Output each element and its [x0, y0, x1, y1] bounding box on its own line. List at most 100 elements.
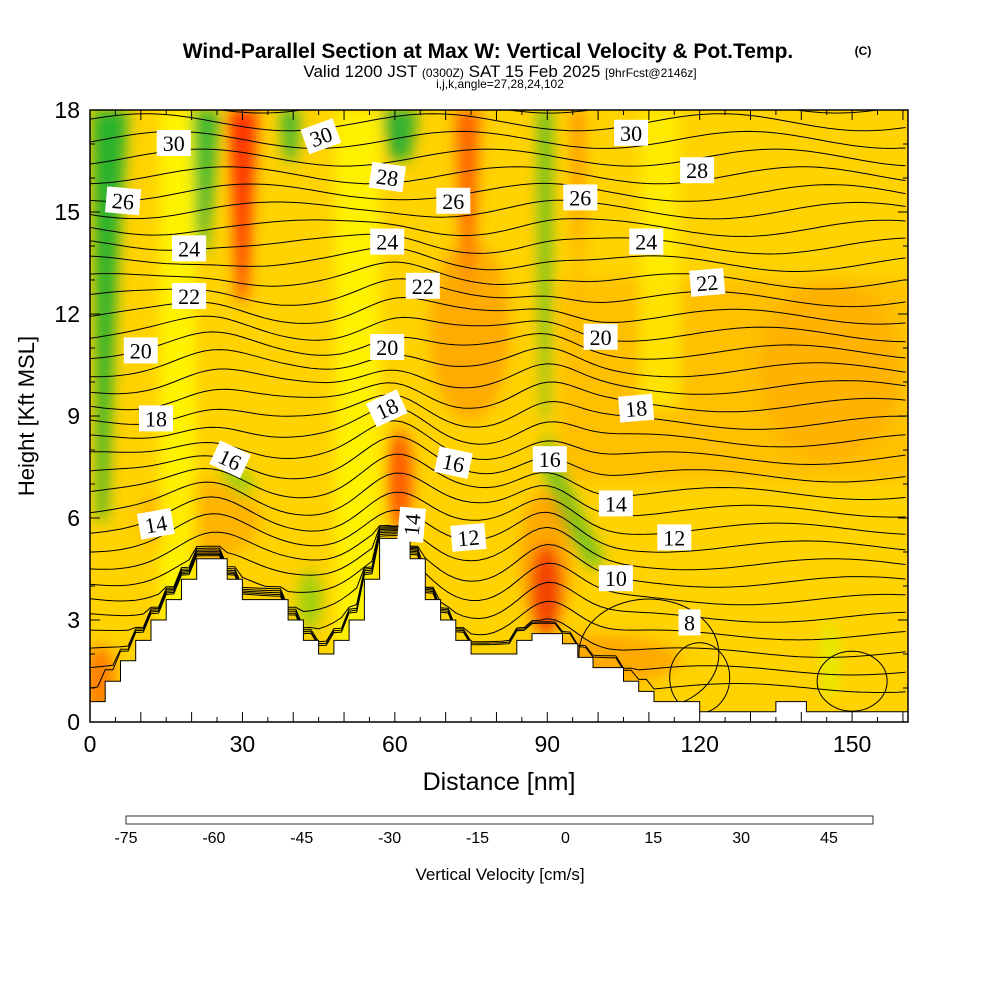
contour-label-box — [563, 184, 598, 211]
green-patch-right — [822, 620, 838, 700]
contour-label: 28 — [680, 157, 715, 184]
contour-label-box — [618, 393, 655, 423]
theta-contour-line — [90, 261, 906, 290]
subtitle: Valid 1200 JST (0300Z) SAT 15 Feb 2025 [… — [303, 62, 696, 81]
subtitle-date: SAT 15 Feb 2025 — [469, 62, 601, 81]
contour-label: 14 — [598, 490, 633, 517]
contour-label-text: 30 — [163, 131, 185, 156]
theta-contour-line — [90, 182, 906, 202]
contour-label-text: 22 — [412, 274, 434, 299]
orange-patch-right — [760, 280, 900, 460]
contour-label-box — [156, 130, 191, 156]
contour-label: 28 — [368, 161, 406, 193]
y-tick-label: 0 — [67, 709, 80, 735]
contour-label-box — [368, 161, 406, 193]
contour-label: 30 — [156, 130, 191, 156]
theta-contour-line — [90, 296, 906, 325]
contour-label-text: 26 — [442, 189, 464, 214]
contour-label-box — [450, 522, 487, 552]
y-tick-label: 9 — [67, 403, 80, 429]
colorbar-tick-label: 30 — [732, 830, 750, 847]
contour-label-text: 24 — [635, 230, 657, 255]
title-mark: (C) — [855, 44, 872, 58]
contour-label-box — [598, 490, 633, 517]
theta-contour-line — [90, 246, 906, 272]
contour-label-box — [436, 187, 471, 214]
contour-label-box — [172, 283, 207, 309]
contour-label-text: 8 — [684, 610, 695, 635]
colorbar-tick-label: -30 — [378, 830, 401, 847]
contour-label-box — [532, 446, 567, 473]
contour-label-box — [405, 272, 440, 299]
subtitle-zulu: (0300Z) — [422, 66, 464, 80]
contour-label-text: 18 — [145, 406, 167, 431]
contour-label-text: 26 — [569, 185, 591, 210]
theta-contour-line — [90, 526, 906, 588]
contour-label-text: 26 — [111, 188, 135, 215]
colorbar-tick-label: -75 — [114, 830, 137, 847]
green-patch-low — [298, 570, 322, 630]
contour-label-text: 22 — [695, 269, 719, 296]
contour-label: 12 — [450, 522, 487, 552]
orange-patch-center — [430, 240, 510, 420]
x-tick-label: 120 — [681, 731, 719, 757]
colorbar-frame — [125, 815, 874, 825]
contour-label: 30 — [300, 118, 342, 155]
contour-label: 20 — [123, 337, 158, 364]
colorbar-tick-label: 0 — [561, 830, 570, 847]
green-column-30nm — [192, 110, 220, 260]
x-tick-label: 30 — [230, 731, 256, 757]
contour-label: 24 — [172, 235, 207, 262]
theta-contour-line — [90, 394, 906, 430]
contour-label-text: 30 — [620, 121, 642, 146]
contour-label-text: 12 — [456, 524, 480, 551]
contour-label: 26 — [436, 187, 471, 214]
theta-contour-line — [90, 381, 906, 413]
contour-label-box — [370, 334, 405, 360]
green-column-62nm — [382, 110, 418, 160]
colorbar-tick-label: -45 — [290, 830, 313, 847]
y-axis: 0 3 6 9 12 15 18 — [54, 97, 908, 735]
contour-label: 12 — [657, 524, 692, 551]
theta-contour-line — [90, 113, 906, 132]
contour-label: 8 — [678, 609, 701, 636]
contour-label: 26 — [105, 186, 142, 216]
theta-contour-line — [90, 233, 906, 255]
y-tick-label: 18 — [54, 97, 80, 123]
contour-label-box — [614, 119, 649, 146]
theta-contour-line — [90, 278, 906, 308]
shading-layer — [90, 110, 908, 715]
contour-label-text: 14 — [399, 513, 426, 537]
contour-label-text: 18 — [624, 395, 648, 422]
theta-contour-line — [90, 166, 906, 185]
contour-label-box — [678, 609, 701, 636]
theta-contour-line — [90, 363, 906, 395]
y-tick-label: 3 — [67, 607, 80, 633]
contour-label-text: 28 — [686, 158, 708, 183]
y-axis-label: Height [Kft MSL] — [14, 336, 39, 496]
contour-label-box — [629, 228, 664, 255]
contour-label-box — [680, 157, 715, 184]
contour-label-box — [209, 440, 252, 479]
theta-contour-line — [90, 406, 906, 448]
contour-label-box — [397, 506, 427, 543]
contour-label: 18 — [139, 405, 173, 432]
y-tick-label: 6 — [67, 505, 80, 531]
contour-label-text: 16 — [440, 449, 467, 478]
theta-contour-line — [90, 315, 906, 343]
contour-label-text: 24 — [178, 236, 200, 261]
contour-label: 20 — [370, 334, 405, 360]
colorbar-tick-label: -15 — [466, 830, 489, 847]
contour-label-box — [434, 446, 473, 479]
orange-core-90nm — [520, 490, 572, 630]
contour-label-box — [598, 565, 633, 592]
x-tick-label: 0 — [84, 731, 97, 757]
red-column-30nm — [228, 110, 258, 300]
chart-title: Wind-Parallel Section at Max W: Vertical… — [183, 40, 794, 63]
theta-contour-line — [90, 453, 906, 501]
contour-label-text: 16 — [539, 447, 561, 472]
contour-label: 20 — [583, 323, 618, 350]
contour-label-box — [657, 524, 692, 551]
contour-label-text: 22 — [178, 284, 200, 309]
